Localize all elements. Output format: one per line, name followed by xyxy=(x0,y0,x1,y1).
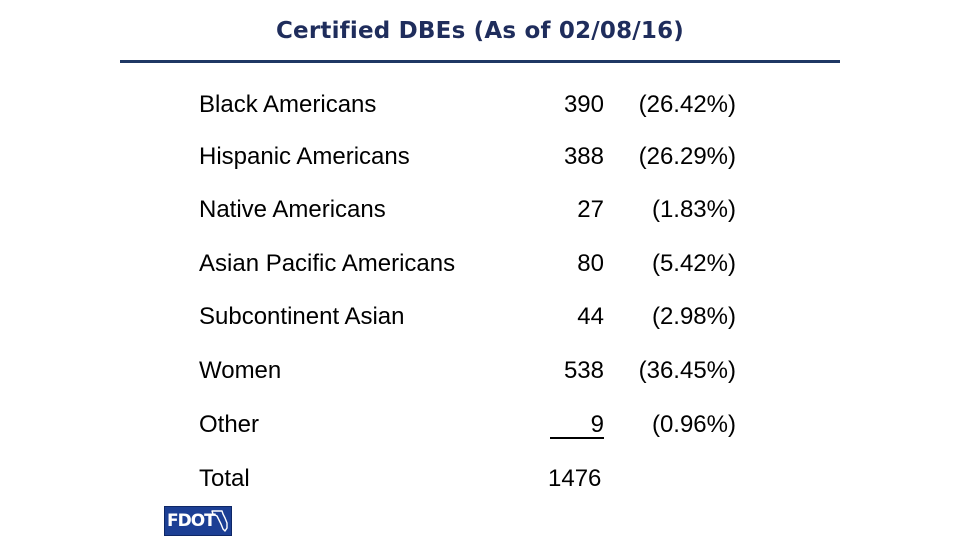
category-label: Subcontinent Asian xyxy=(199,303,405,330)
percent-value: (0.96%) xyxy=(651,411,736,438)
count-value: 44 xyxy=(577,303,604,330)
count-value: 80 xyxy=(577,250,604,277)
table-row: Native Americans 27 (1.83%) xyxy=(0,190,960,230)
count-value: 388 xyxy=(563,143,604,170)
fdot-logo: FDOT xyxy=(164,506,232,536)
percent-value: (36.45%) xyxy=(638,357,736,384)
count-value: 27 xyxy=(577,196,604,223)
total-value: 1476 xyxy=(548,465,602,492)
category-label: Asian Pacific Americans xyxy=(199,250,456,277)
table-row-total: Total 1476 xyxy=(0,459,960,499)
percent-value: (26.29%) xyxy=(638,143,736,170)
percent-value: (1.83%) xyxy=(651,196,736,223)
title-divider xyxy=(120,60,840,63)
table-row: Subcontinent Asian 44 (2.98%) xyxy=(0,297,960,337)
category-label: Other xyxy=(199,411,260,438)
percent-value: (5.42%) xyxy=(651,250,736,277)
category-label: Native Americans xyxy=(199,196,386,223)
logo-text: FDOT xyxy=(167,511,216,531)
total-label: Total xyxy=(199,465,250,492)
page-title: Certified DBEs (As of 02/08/16) xyxy=(275,18,685,44)
table-row: Black Americans 390 (26.42%) xyxy=(0,85,960,125)
category-label: Women xyxy=(199,357,282,384)
florida-map-icon xyxy=(211,510,228,532)
count-value: 9 xyxy=(590,411,604,438)
category-label: Hispanic Americans xyxy=(199,143,410,170)
table-row: Other 9 (0.96%) xyxy=(0,405,960,445)
sum-underline xyxy=(550,437,604,439)
percent-value: (26.42%) xyxy=(638,91,736,118)
count-value: 390 xyxy=(563,91,604,118)
percent-value: (2.98%) xyxy=(651,303,736,330)
category-label: Black Americans xyxy=(199,91,377,118)
table-row: Hispanic Americans 388 (26.29%) xyxy=(0,137,960,177)
table-row: Women 538 (36.45%) xyxy=(0,351,960,391)
table-row: Asian Pacific Americans 80 (5.42%) xyxy=(0,244,960,284)
count-value: 538 xyxy=(563,357,604,384)
